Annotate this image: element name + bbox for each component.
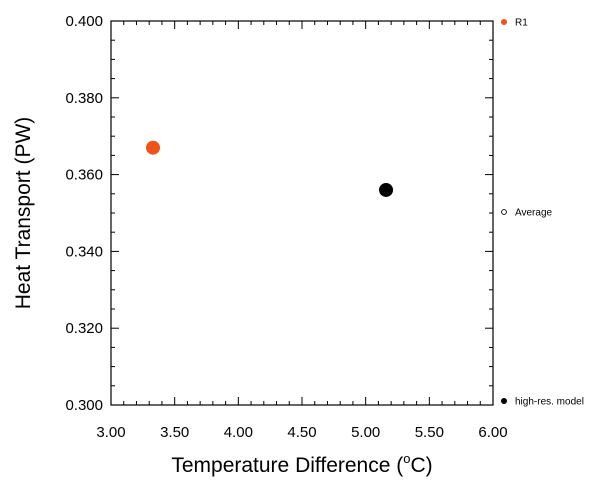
x-tick-label: 6.00 xyxy=(478,424,507,441)
data-point xyxy=(146,140,161,155)
y-axis-title: Heat Transport (PW) xyxy=(12,117,35,310)
x-tick-label: 3.00 xyxy=(96,424,125,441)
x-tick-label: 5.00 xyxy=(351,424,380,441)
legend-marker xyxy=(500,18,508,26)
x-tick-label: 4.00 xyxy=(224,424,253,441)
legend-marker xyxy=(501,209,507,215)
y-tick-label: 0.320 xyxy=(65,320,103,337)
x-tick-labels: 3.00 3.50 4.00 4.50 5.00 5.50 6.00 xyxy=(96,424,507,441)
y-tick-label: 0.400 xyxy=(65,13,103,30)
x-tick-label: 5.50 xyxy=(415,424,444,441)
data-point xyxy=(379,182,394,197)
x-axis-title: Temperature Difference (oC) xyxy=(171,451,432,477)
legend: R1 Average high-res. model xyxy=(500,18,584,408)
x-tick-label: 3.50 xyxy=(160,424,189,441)
y-tick-label: 0.380 xyxy=(65,90,103,107)
legend-label: Average xyxy=(515,208,553,219)
y-tick-label: 0.300 xyxy=(65,397,103,414)
legend-marker xyxy=(500,397,508,405)
y-tick-label: 0.360 xyxy=(65,167,103,184)
legend-label: high-res. model xyxy=(515,397,584,408)
y-tick-label: 0.340 xyxy=(65,243,103,260)
legend-label: R1 xyxy=(515,18,528,29)
y-tick-labels: 0.300 0.320 0.340 0.360 0.380 0.400 xyxy=(65,13,103,414)
x-tick-label: 4.50 xyxy=(287,424,316,441)
tick-marks xyxy=(110,20,494,406)
data-points xyxy=(146,140,394,197)
plot-frame xyxy=(110,20,494,406)
